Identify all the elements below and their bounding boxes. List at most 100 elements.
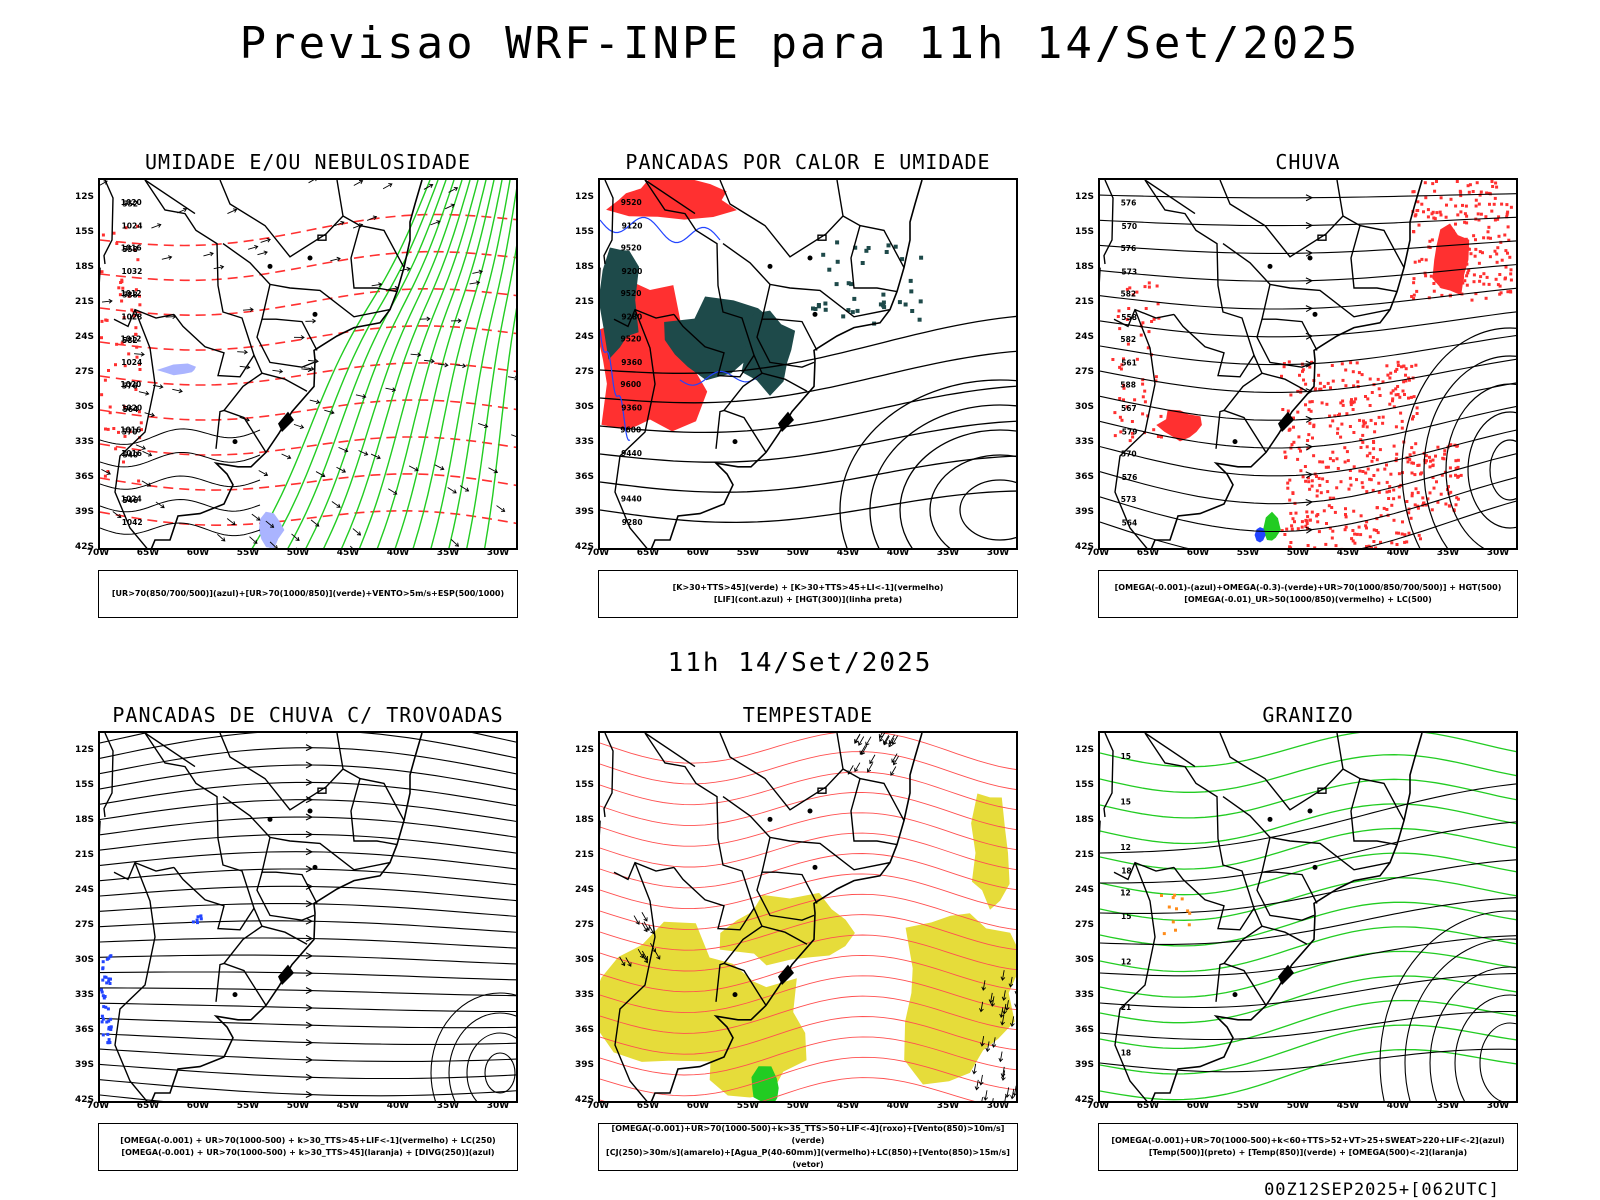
y-tick-label: 27S (1074, 920, 1094, 930)
streamline (448, 1012, 516, 1101)
border-line (715, 409, 725, 449)
thickness-contour (100, 399, 516, 421)
y-tick-label: 18S (574, 262, 594, 272)
panel-3-legend: [OMEGA(-0.001)-(azul)+OMEGA(-0.3)-(verde… (1098, 570, 1518, 618)
y-tick-label: 18S (74, 815, 94, 825)
legend-line: [OMEGA(-0.001)+UR>70(1000-500)+k<60+TTS>… (1111, 1136, 1505, 1145)
contour-label: 1016 (121, 244, 142, 253)
streamline-arrow (305, 1056, 314, 1064)
hgt300-contour (959, 479, 1016, 541)
x-tick-label: 50W (1286, 1101, 1310, 1111)
legend-line: [UR>70(850/700/500)](azul)+[UR>70(1000/8… (111, 589, 505, 598)
wind850-green-area (751, 1066, 779, 1101)
border-line (1173, 313, 1255, 378)
border-line (1144, 733, 1267, 1006)
border-line (215, 409, 225, 449)
contour-label: 18 (1121, 1049, 1131, 1058)
y-tick-label: 33S (74, 437, 94, 447)
y-tick-label: 42S (1074, 1095, 1094, 1105)
humidity-contour-green (251, 180, 431, 548)
border-line (173, 866, 255, 931)
y-tick-label: 12S (1074, 745, 1094, 755)
streamline-arrow (305, 952, 314, 960)
border-line (144, 180, 196, 215)
streamline-arrow (1305, 415, 1314, 423)
x-tick-label: 45W (336, 1101, 360, 1111)
border-line (719, 180, 844, 258)
geographic-borders (100, 733, 423, 1101)
temp500-contour (1100, 821, 1516, 884)
contour-label: 9520 (621, 198, 642, 207)
streamline-arrow (305, 865, 314, 873)
temp850-contour-green (1100, 754, 1516, 793)
legend-line: [K>30+TTS>45](verde) + [K>30+TTS>45+LI<-… (672, 583, 944, 592)
lake (1267, 816, 1273, 822)
x-tick-label: 30W (486, 548, 510, 558)
y-tick-label: 30S (574, 955, 594, 965)
federal-district (817, 787, 827, 794)
y-tick-label: 39S (74, 1060, 94, 1070)
contour-label: 9280 (621, 312, 642, 321)
lif-contour-blue (600, 216, 721, 244)
contour-label: 561 (1121, 358, 1137, 367)
streamline-arrow (1305, 194, 1314, 202)
border-line (614, 862, 656, 1101)
streamline-arrow (1305, 526, 1314, 534)
pressure-contour (100, 428, 261, 445)
humidity-contour-green (376, 180, 487, 548)
border-line (614, 309, 656, 548)
border-line (1222, 243, 1391, 318)
panel-6-map: 12 12 15 15 18 21 12 15 18 (1098, 731, 1518, 1103)
contour-label: 1012 (121, 289, 142, 298)
border-line (722, 796, 891, 871)
pressure-contour (100, 522, 261, 537)
x-tick-label: 70W (1086, 1101, 1110, 1111)
streamline-arrow (1305, 277, 1314, 285)
x-tick-label: 45W (1336, 1101, 1360, 1111)
humidity-contour-green (305, 180, 455, 548)
streamline (100, 1033, 516, 1045)
streamline-arrow (305, 1090, 314, 1098)
federal-district (317, 234, 327, 241)
lake (307, 255, 313, 261)
border-line (261, 284, 318, 351)
y-tick-label: 42S (574, 542, 594, 552)
lake (732, 439, 738, 445)
lif-contour-blue (600, 329, 631, 441)
contour-label: 1016 (121, 449, 142, 458)
x-tick-label: 35W (436, 548, 460, 558)
streamline (100, 1017, 516, 1029)
contour-label: 9440 (621, 494, 642, 503)
y-tick-label: 36S (574, 1025, 594, 1035)
streamline-arrow (305, 934, 314, 942)
x-tick-label: 60W (686, 1101, 710, 1111)
y-tick-label: 33S (74, 990, 94, 1000)
y-tick-label: 36S (1074, 1025, 1094, 1035)
y-tick-label: 21S (1074, 850, 1094, 860)
border-line (850, 225, 898, 293)
coastline (600, 733, 923, 1101)
temp850-contour-green (1100, 950, 1516, 998)
coastline (1100, 180, 1423, 548)
border-line (761, 837, 818, 904)
x-tick-label: 65W (1136, 548, 1160, 558)
border-line (219, 180, 344, 258)
temp500-contour (1100, 935, 1516, 977)
streamline-850-red (600, 832, 1016, 870)
contour-label: 564 (123, 405, 139, 414)
border-line (1256, 872, 1315, 921)
border-line (1261, 372, 1308, 392)
border-line (756, 872, 815, 921)
y-tick-label: 30S (74, 402, 94, 412)
panel-2-title: PANCADAS POR CALOR E UMIDADE (625, 150, 991, 174)
contour-label: 9600 (620, 380, 641, 389)
streamline (1489, 439, 1516, 501)
hgt300-contour (929, 454, 1016, 548)
contour-label: 564 (1122, 518, 1138, 527)
y-tick-label: 27S (74, 367, 94, 377)
contour-label: 582 (122, 336, 138, 345)
contour-label: 558 (1121, 313, 1137, 322)
temp500-contour (1100, 1048, 1516, 1073)
federal-district (1317, 234, 1327, 241)
border-line (1113, 861, 1175, 881)
